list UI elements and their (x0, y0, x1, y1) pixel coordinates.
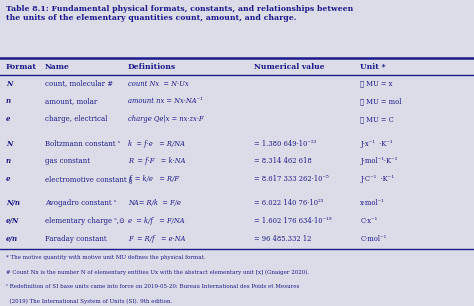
Text: Boltzmann constant ˢ: Boltzmann constant ˢ (45, 140, 120, 147)
Text: Name: Name (45, 63, 70, 71)
Text: * The motive quantity with motive unit MU defines the physical format.: * The motive quantity with motive unit M… (6, 255, 205, 259)
Text: J·C⁻¹  ·K⁻¹: J·C⁻¹ ·K⁻¹ (360, 175, 394, 183)
Text: ⓐ MU = mol: ⓐ MU = mol (360, 97, 401, 105)
Text: = 6.022 140 76·10²³: = 6.022 140 76·10²³ (254, 200, 323, 207)
Text: J·x⁻¹  ·K⁻¹: J·x⁻¹ ·K⁻¹ (360, 140, 393, 147)
Text: ⚠ MU = x: ⚠ MU = x (360, 80, 392, 88)
Text: R  = f·F   = k·NA: R = f·F = k·NA (128, 157, 185, 165)
Text: J·mol⁻¹·K⁻¹: J·mol⁻¹·K⁻¹ (360, 157, 398, 165)
Text: e/N: e/N (6, 217, 19, 225)
Text: amount nx = Nx·NA⁻¹: amount nx = Nx·NA⁻¹ (128, 97, 203, 105)
Text: ⓔ MU = C: ⓔ MU = C (360, 115, 394, 123)
Text: k  = f·e   = R/NA: k = f·e = R/NA (128, 140, 185, 147)
Text: Table 8.1: Fundamental physical formats, constants, and relationships between: Table 8.1: Fundamental physical formats,… (6, 5, 353, 13)
Text: # Count Nx is the number N of elementary entities Ux with the abstract elementar: # Count Nx is the number N of elementary… (6, 269, 309, 274)
Text: (2019) The International System of Units (SI). 9th edition.: (2019) The International System of Units… (6, 299, 172, 304)
Text: = 1.380 649·10⁻²³: = 1.380 649·10⁻²³ (254, 140, 316, 147)
Text: e  = k/f   = F/NA: e = k/f = F/NA (128, 217, 184, 225)
Text: = 8.617 333 262·10⁻⁵: = 8.617 333 262·10⁻⁵ (254, 175, 328, 183)
Text: count, molecular #: count, molecular # (45, 80, 113, 88)
Text: C·mol⁻¹: C·mol⁻¹ (360, 235, 386, 243)
Text: the units of the elementary quantities count, amount, and charge.: the units of the elementary quantities c… (6, 14, 296, 22)
Text: C·x⁻¹: C·x⁻¹ (360, 217, 377, 225)
Text: f  = k/e   = R/F: f = k/e = R/F (128, 175, 179, 183)
Text: Format: Format (6, 63, 36, 71)
Text: Faraday constant: Faraday constant (45, 235, 107, 243)
Text: = 8.314 462 618: = 8.314 462 618 (254, 157, 311, 165)
Text: electromotive constant §: electromotive constant § (45, 175, 133, 183)
Text: charge, electrical: charge, electrical (45, 115, 108, 123)
Text: Avogadro constant ˢ: Avogadro constant ˢ (45, 200, 116, 207)
Text: ˢ Redefinition of SI base units came into force on 2019-05-20; Bureau Internatio: ˢ Redefinition of SI base units came int… (6, 284, 299, 289)
Text: e/n: e/n (6, 235, 18, 243)
Text: gas constant: gas constant (45, 157, 90, 165)
Text: e: e (6, 115, 10, 123)
Text: n: n (6, 157, 11, 165)
Text: = 1.602 176 634·10⁻¹⁹: = 1.602 176 634·10⁻¹⁹ (254, 217, 331, 225)
Text: = 96 485.332 12: = 96 485.332 12 (254, 235, 311, 243)
Text: F  = R/f   = e·NA: F = R/f = e·NA (128, 235, 185, 243)
Text: x·mol⁻¹: x·mol⁻¹ (360, 200, 385, 207)
Text: N/n: N/n (6, 200, 20, 207)
Text: Definitions: Definitions (128, 63, 176, 71)
Text: n: n (6, 97, 11, 105)
Text: Numerical value: Numerical value (254, 63, 324, 71)
Text: Unit *: Unit * (360, 63, 386, 71)
Text: N: N (6, 140, 12, 147)
Text: N: N (6, 80, 12, 88)
Text: charge Qe|x = nx·zx·F: charge Qe|x = nx·zx·F (128, 115, 203, 123)
Text: amount, molar: amount, molar (45, 97, 97, 105)
Text: e: e (6, 175, 10, 183)
Text: NA= R/k  = F/e: NA= R/k = F/e (128, 200, 181, 207)
Text: elementary charge ˢ,⊙: elementary charge ˢ,⊙ (45, 217, 125, 225)
Text: count Nx  = N·Ux: count Nx = N·Ux (128, 80, 189, 88)
